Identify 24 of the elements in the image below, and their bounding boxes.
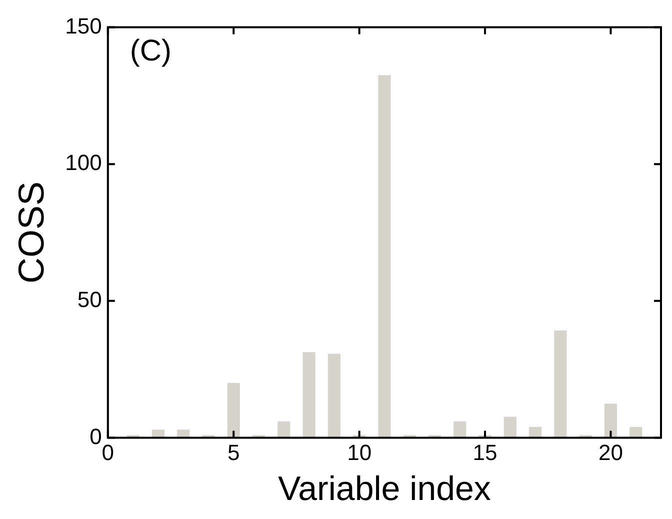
- bar: [604, 404, 618, 438]
- bar: [302, 352, 316, 438]
- bar: [152, 430, 164, 438]
- bar: [504, 416, 516, 438]
- bar: [278, 421, 290, 438]
- bar: [378, 75, 391, 438]
- y-tick-label: 100: [65, 150, 102, 176]
- y-axis-title: COSS: [10, 181, 52, 284]
- bar: [554, 330, 567, 438]
- y-tick-label: 50: [77, 286, 102, 312]
- bar: [227, 383, 240, 438]
- y-tick-label: 150: [65, 13, 102, 38]
- bar: [177, 430, 190, 438]
- bar: [529, 426, 542, 438]
- annotation: (C): [130, 34, 172, 68]
- x-tick-label: 15: [472, 440, 498, 466]
- bar: [328, 354, 340, 438]
- x-tick-label: 20: [598, 440, 623, 466]
- x-tick-label: 10: [347, 440, 372, 466]
- y-tick-label: 0: [90, 424, 102, 449]
- x-tick-label: 5: [227, 440, 240, 466]
- x-axis-title: Variable index: [278, 470, 491, 508]
- bar: [454, 421, 466, 438]
- bar: [630, 426, 642, 438]
